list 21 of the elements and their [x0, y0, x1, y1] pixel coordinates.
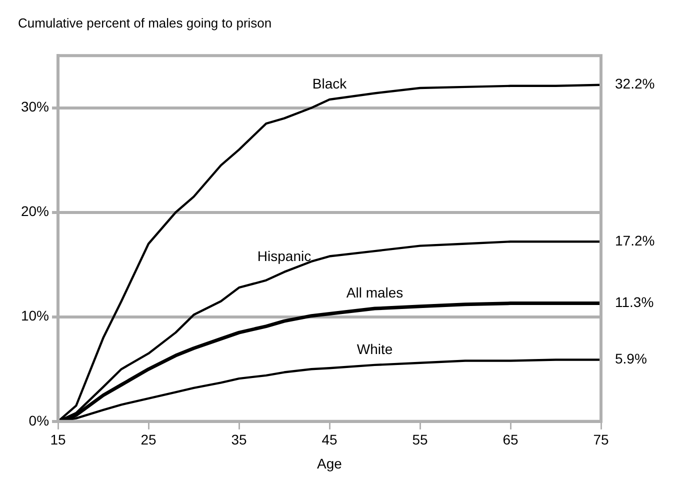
x-tick-label: 65: [502, 432, 518, 448]
data-label: 5.9%: [615, 350, 647, 367]
y-tick-label: 10%: [20, 308, 50, 324]
series-label: White: [356, 340, 393, 357]
y-tick-label: 30%: [20, 98, 50, 115]
data-label: 17.2%: [615, 232, 655, 248]
x-tick-label: 35: [231, 432, 248, 448]
x-tick-label: 45: [322, 432, 338, 448]
x-tick-label: 25: [140, 432, 157, 448]
y-tick-label: 20%: [20, 203, 50, 220]
x-tick-label: 75: [593, 432, 609, 448]
series-label: All males: [346, 284, 404, 300]
data-label: 32.2%: [615, 76, 655, 92]
series-label: Hispanic: [257, 248, 312, 264]
y-tick-label: 0%: [28, 412, 50, 428]
series-label: Black: [312, 75, 348, 92]
x-axis-title: Age: [317, 455, 342, 472]
x-tick-label: 55: [412, 432, 428, 448]
data-label: 11.3%: [615, 294, 654, 310]
x-tick-label: 15: [50, 432, 66, 448]
chart-title: Cumulative percent of males going to prison: [18, 15, 272, 30]
